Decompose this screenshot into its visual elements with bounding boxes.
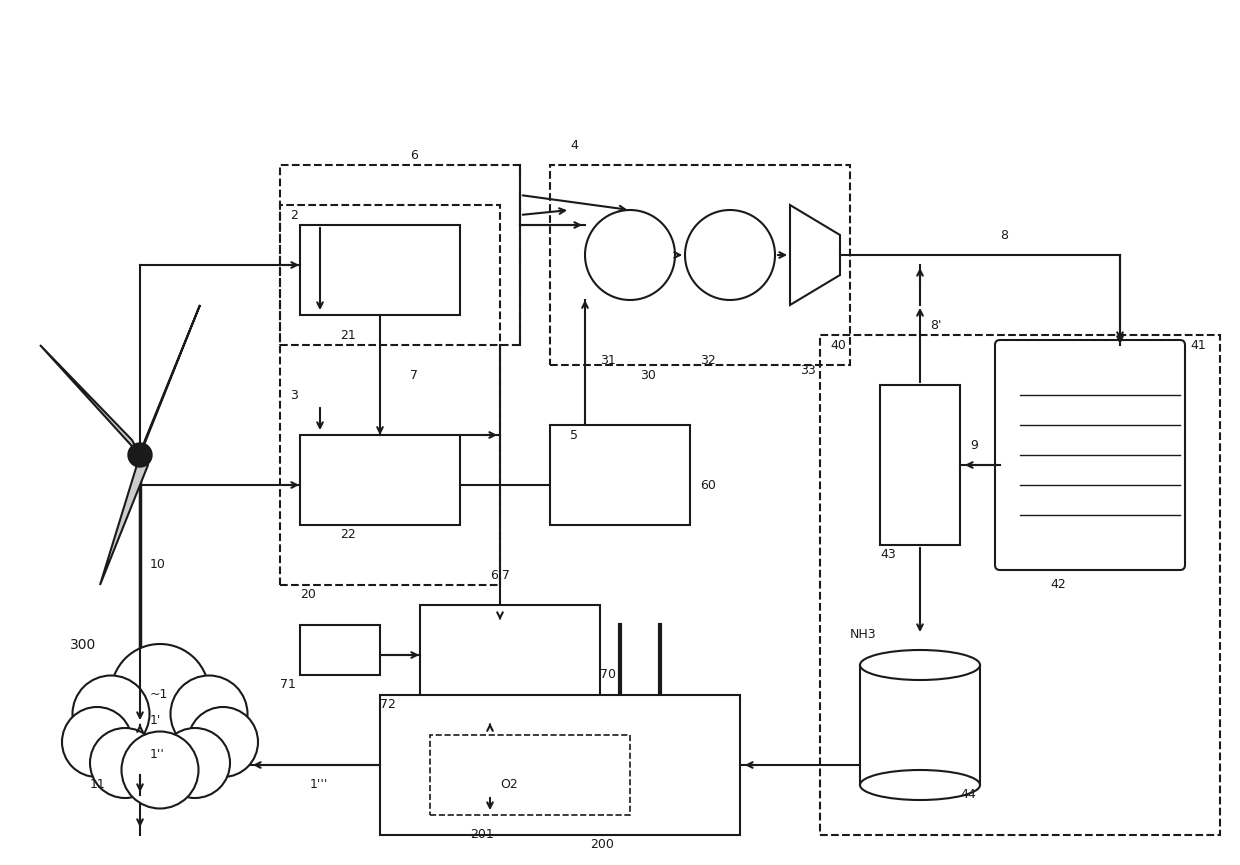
Text: NH3: NH3 [849,629,877,642]
Ellipse shape [861,650,980,680]
Bar [100,725,180,775]
Circle shape [91,728,160,798]
Bar [880,385,960,545]
Text: 40: 40 [830,338,846,351]
Polygon shape [100,455,148,585]
Bar [280,205,500,585]
Polygon shape [40,345,140,455]
Text: 70: 70 [600,669,616,682]
Text: 1''': 1''' [310,778,329,791]
Circle shape [112,644,210,742]
Bar [820,335,1220,835]
Text: 6: 6 [410,149,418,162]
Bar [300,435,460,525]
Text: 22: 22 [340,529,356,541]
Bar [430,735,630,815]
Text: 6,7: 6,7 [490,568,510,581]
Text: 7: 7 [410,368,418,381]
Text: 31: 31 [600,354,616,367]
Text: ~1: ~1 [150,689,169,702]
Bar [280,165,520,345]
Text: 1': 1' [150,714,161,727]
Bar [861,665,980,785]
Text: 21: 21 [340,329,356,342]
Text: 300: 300 [69,638,97,652]
Polygon shape [790,205,839,305]
Text: 5: 5 [570,428,578,441]
Bar [420,605,600,725]
Text: 44: 44 [960,789,976,802]
Bar [379,695,740,835]
Text: 20: 20 [300,588,316,601]
Text: 1'': 1'' [150,748,165,761]
Bar [551,165,849,365]
Text: 30: 30 [640,368,656,381]
Text: 8: 8 [999,228,1008,241]
Text: 4: 4 [570,138,578,151]
FancyBboxPatch shape [994,340,1185,570]
Text: 41: 41 [1190,338,1205,351]
Text: 200: 200 [590,838,614,851]
Bar [450,725,529,775]
Circle shape [62,707,131,777]
Circle shape [72,676,150,753]
Text: 32: 32 [701,354,715,367]
Text: 11: 11 [91,778,105,791]
Text: O2: O2 [500,778,518,791]
Polygon shape [140,305,200,455]
Bar [300,225,460,315]
Text: 72: 72 [379,699,396,712]
Circle shape [188,707,258,777]
Text: 10: 10 [150,559,166,572]
Text: 71: 71 [280,678,296,691]
Circle shape [122,732,198,809]
Text: 43: 43 [880,548,895,561]
Circle shape [128,443,153,467]
Bar [551,425,689,525]
Ellipse shape [861,770,980,800]
Circle shape [160,728,229,798]
Circle shape [684,210,775,300]
Text: 33: 33 [800,363,816,376]
Text: 60: 60 [701,478,715,491]
Text: 2: 2 [290,208,298,221]
Text: 9: 9 [970,439,978,452]
Text: 201: 201 [470,829,494,842]
Bar [300,625,379,675]
Text: 3: 3 [290,388,298,401]
Circle shape [585,210,675,300]
Circle shape [171,676,248,753]
Text: 42: 42 [1050,579,1065,592]
Text: 8': 8' [930,318,941,331]
